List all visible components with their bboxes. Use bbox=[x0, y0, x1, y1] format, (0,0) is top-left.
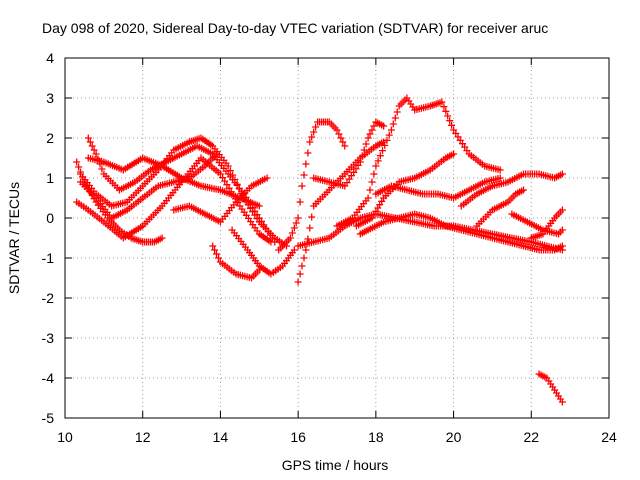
x-tick-label: 18 bbox=[368, 429, 384, 445]
series-track-s bbox=[473, 186, 527, 230]
x-tick-label: 10 bbox=[57, 429, 73, 445]
marker-trail bbox=[170, 174, 271, 226]
series-track-l bbox=[310, 118, 388, 190]
marker-trail bbox=[527, 206, 566, 242]
y-tick-label: 0 bbox=[46, 210, 54, 226]
marker-trail bbox=[84, 154, 263, 210]
marker-trail bbox=[228, 226, 298, 278]
series-track-q bbox=[356, 210, 566, 254]
series-track-j bbox=[275, 118, 349, 254]
x-tick-label: 20 bbox=[446, 429, 462, 445]
marker-trail bbox=[356, 210, 566, 254]
x-axis: 10 12 14 16 18 20 22 24 bbox=[57, 58, 617, 445]
y-axis: -5 -4 -3 -2 -1 0 1 2 3 4 bbox=[42, 50, 609, 426]
series-track-i bbox=[228, 226, 298, 278]
plot-frame bbox=[64, 57, 610, 419]
series-track-m bbox=[333, 94, 504, 230]
series-track-c bbox=[77, 150, 220, 222]
y-tick-label: -2 bbox=[42, 290, 55, 306]
marker-trail bbox=[352, 150, 458, 230]
x-axis-title: GPS time / hours bbox=[282, 457, 389, 473]
x-tick-label: 12 bbox=[135, 429, 151, 445]
marker-trail bbox=[372, 174, 504, 202]
y-tick-label: -4 bbox=[42, 370, 55, 386]
y-tick-label: 4 bbox=[46, 50, 54, 66]
marker-trail bbox=[473, 186, 527, 230]
marker-trail bbox=[333, 94, 504, 230]
x-tick-label: 16 bbox=[290, 429, 306, 445]
x-tick-label: 14 bbox=[213, 429, 229, 445]
series-track-f bbox=[77, 134, 290, 250]
series-track-v bbox=[535, 370, 566, 406]
series-track-o bbox=[372, 174, 504, 202]
y-tick-label: -3 bbox=[42, 330, 55, 346]
x-tick-label: 22 bbox=[523, 429, 539, 445]
series-track-h bbox=[209, 242, 263, 282]
y-tick-label: -1 bbox=[42, 250, 55, 266]
marker-trail bbox=[310, 118, 388, 190]
marker-trail bbox=[209, 242, 263, 282]
x-tick-label: 24 bbox=[601, 429, 617, 445]
series-track-u bbox=[527, 206, 566, 242]
chart-title: Day 098 of 2020, Sidereal Day-to-day VTE… bbox=[42, 20, 548, 36]
data-points bbox=[73, 94, 566, 406]
y-tick-label: 2 bbox=[46, 130, 54, 146]
series-track-e bbox=[84, 154, 263, 210]
marker-trail bbox=[77, 150, 220, 222]
marker-trail bbox=[535, 370, 566, 406]
y-tick-label: 1 bbox=[46, 170, 54, 186]
series-track-n bbox=[352, 150, 458, 230]
y-tick-label: -5 bbox=[42, 410, 55, 426]
marker-trail bbox=[77, 134, 290, 250]
marker-trail bbox=[457, 170, 566, 210]
series-track-r bbox=[457, 170, 566, 210]
y-axis-title: SDTVAR / TECUs bbox=[6, 182, 22, 294]
y-tick-label: 3 bbox=[46, 90, 54, 106]
series-track-g bbox=[170, 174, 271, 226]
marker-trail bbox=[275, 118, 349, 254]
